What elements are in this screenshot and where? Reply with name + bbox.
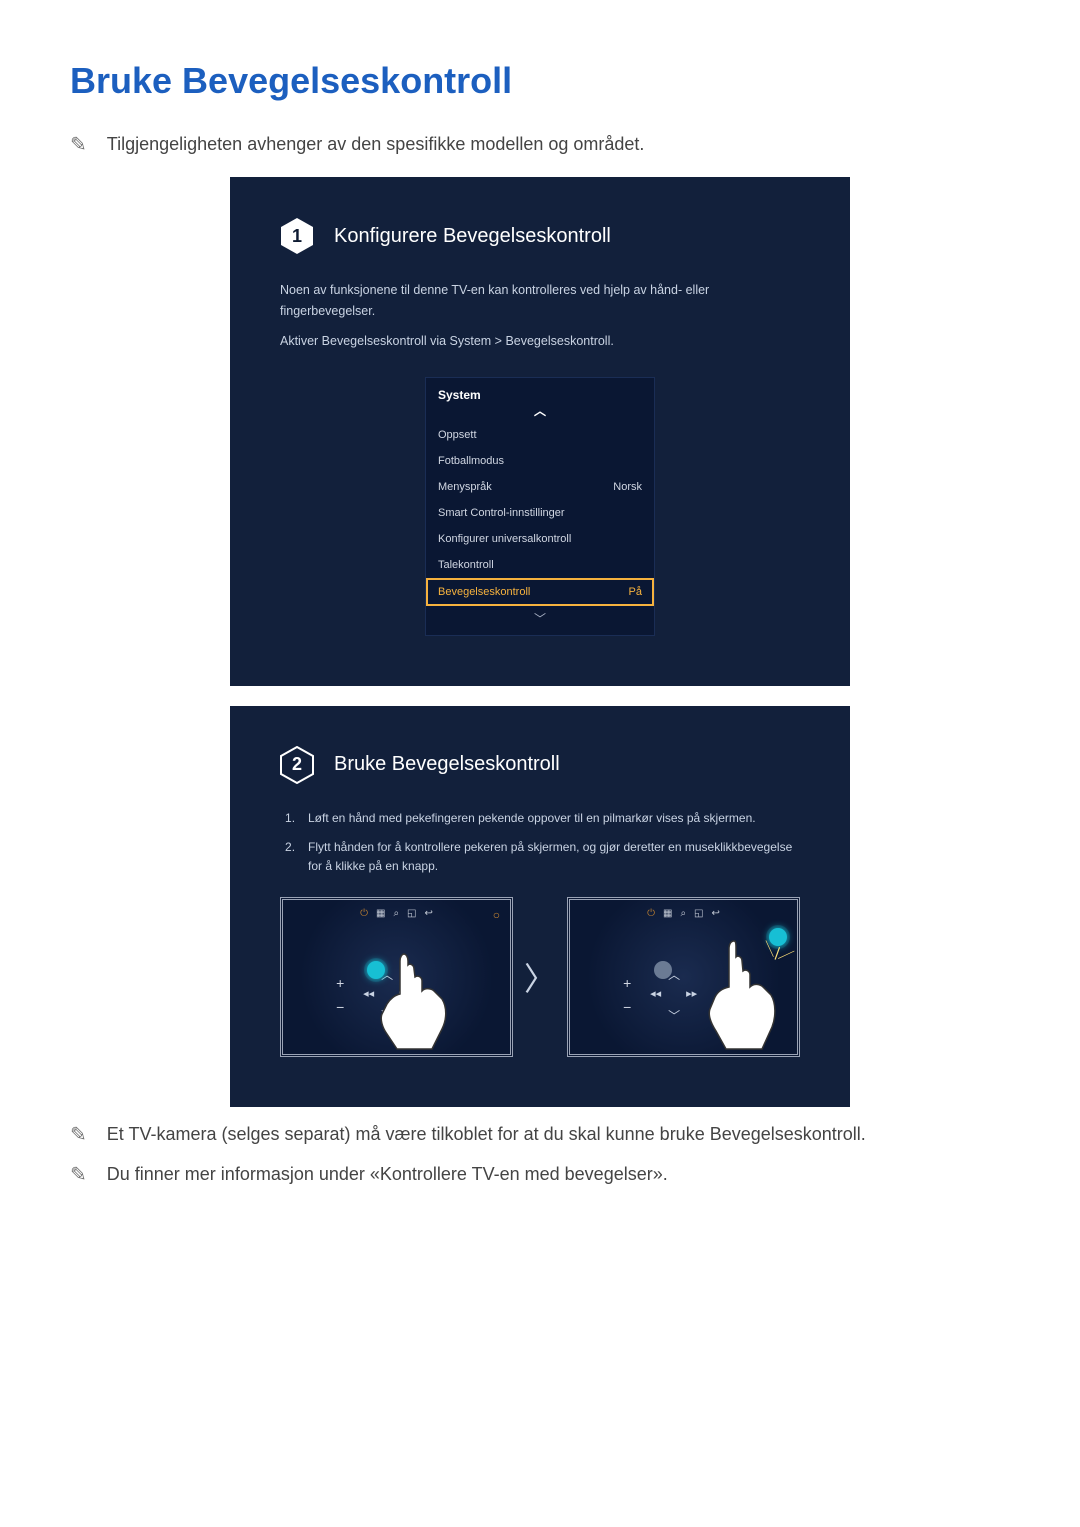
click-rays-icon: ＼|／ xyxy=(760,937,797,967)
top-icons: ⏻ ▦ ⌕ ◱ ↩ xyxy=(360,908,433,919)
chevron-right-icon: ▸▸ xyxy=(399,987,410,1000)
menu-header-label: System xyxy=(438,388,481,402)
menu-row-fotball[interactable]: Fotballmodus xyxy=(426,448,654,474)
note-availability: ✎ Tilgjengeligheten avhenger av den spes… xyxy=(70,132,1010,157)
back-icon: ↩ xyxy=(712,908,720,919)
chevron-down-icon: ﹀ xyxy=(426,606,654,635)
menu-row-oppsett[interactable]: Oppsett xyxy=(426,422,654,448)
power-icon: ⏻ xyxy=(360,908,368,919)
step-number: 1 xyxy=(292,226,302,247)
note-moreinfo: ✎ Du finner mer informasjon under «Kontr… xyxy=(70,1162,1010,1187)
chevron-left-icon: ◂◂ xyxy=(650,987,661,1000)
system-menu: System ︿ Oppsett Fotballmodus Menyspråk … xyxy=(425,377,655,636)
back-icon: ↩ xyxy=(425,908,433,919)
arrow-right-icon: 〉 xyxy=(518,954,562,1000)
power-icon: ⏻ xyxy=(647,908,655,919)
step-number: 2 xyxy=(292,754,302,775)
step2-li2: Flytt hånden for å kontrollere pekeren p… xyxy=(280,838,800,876)
menu-label-selected: Bevegelseskontroll xyxy=(438,586,530,598)
search-icon: ⌕ xyxy=(393,908,399,919)
menu-label: Oppsett xyxy=(438,429,477,441)
menu-row-universal[interactable]: Konfigurer universalkontroll xyxy=(426,526,654,552)
note-text: Du finner mer informasjon under «Kontrol… xyxy=(107,1162,668,1187)
step1-panel: 1 Konfigurere Bevegelseskontroll Noen av… xyxy=(230,177,850,686)
note-text: Tilgjengeligheten avhenger av den spesif… xyxy=(107,132,645,157)
menu-label: Fotballmodus xyxy=(438,455,504,467)
cursor-icon xyxy=(367,961,385,979)
menu-value-selected: På xyxy=(629,586,642,598)
top-icons: ⏻ ▦ ⌕ ◱ ↩ xyxy=(647,908,720,919)
minus-icon: − xyxy=(623,999,631,1015)
window-icon: ◱ xyxy=(407,908,416,919)
chevron-down-icon: ﹀ xyxy=(381,1007,393,1024)
menu-label: Talekontroll xyxy=(438,559,494,571)
chevron-right-icon: ▸▸ xyxy=(686,987,697,1000)
corner-dot-icon: ○ xyxy=(493,908,500,922)
step1-desc1: Noen av funksjonene til denne TV-en kan … xyxy=(280,280,800,323)
grid-icon: ▦ xyxy=(663,908,672,919)
pencil-icon: ✎ xyxy=(70,1162,87,1187)
pencil-icon: ✎ xyxy=(70,1122,87,1147)
window-icon: ◱ xyxy=(694,908,703,919)
menu-row-menysprak[interactable]: Menyspråk Norsk xyxy=(426,474,654,500)
page-title: Bruke Bevegelseskontroll xyxy=(70,60,1010,102)
grid-icon: ▦ xyxy=(376,908,385,919)
illustration-row: ⏻ ▦ ⌕ ◱ ↩ ○ + − ︿ ﹀ ◂◂ ▸▸ xyxy=(280,897,800,1057)
plus-icon: + xyxy=(623,975,631,991)
pencil-icon: ✎ xyxy=(70,132,87,157)
minus-icon: − xyxy=(336,999,344,1015)
chevron-left-icon: ◂◂ xyxy=(363,987,374,1000)
step2-header: 2 Bruke Bevegelseskontroll xyxy=(280,746,800,784)
step2-title: Bruke Bevegelseskontroll xyxy=(334,753,560,776)
chevron-up-icon: ︿ xyxy=(534,402,546,419)
plus-icon: + xyxy=(336,975,344,991)
step1-title: Konfigurere Bevegelseskontroll xyxy=(334,225,611,248)
step1-header: 1 Konfigurere Bevegelseskontroll xyxy=(280,217,800,255)
menu-label: Konfigurer universalkontroll xyxy=(438,533,571,545)
chevron-down-icon: ﹀ xyxy=(668,1007,680,1024)
hexagon-1: 1 xyxy=(280,217,314,255)
step2-panel: 2 Bruke Bevegelseskontroll Løft en hånd … xyxy=(230,706,850,1107)
illustration-right: ⏻ ▦ ⌕ ◱ ↩ ＼|／ + − ︿ ﹀ ◂◂ ▸▸ xyxy=(567,897,800,1057)
menu-row-bevegelse-selected[interactable]: Bevegelseskontroll På xyxy=(426,578,654,606)
search-icon: ⌕ xyxy=(680,908,686,919)
menu-row-smartcontrol[interactable]: Smart Control-innstillinger xyxy=(426,500,654,526)
hexagon-2: 2 xyxy=(280,746,314,784)
menu-label: Menyspråk xyxy=(438,481,492,493)
menu-label: Smart Control-innstillinger xyxy=(438,507,565,519)
step2-li1: Løft en hånd med pekefingeren pekende op… xyxy=(280,809,800,828)
note-text: Et TV-kamera (selges separat) må være ti… xyxy=(107,1122,866,1147)
menu-value: Norsk xyxy=(613,481,642,493)
note-camera: ✎ Et TV-kamera (selges separat) må være … xyxy=(70,1122,1010,1147)
illustration-left: ⏻ ▦ ⌕ ◱ ↩ ○ + − ︿ ﹀ ◂◂ ▸▸ xyxy=(280,897,513,1057)
menu-header: System ︿ xyxy=(426,378,654,412)
step1-desc2: Aktiver Bevegelseskontroll via System > … xyxy=(280,331,800,352)
menu-row-tale[interactable]: Talekontroll xyxy=(426,552,654,578)
cursor-ghost-icon xyxy=(654,961,672,979)
